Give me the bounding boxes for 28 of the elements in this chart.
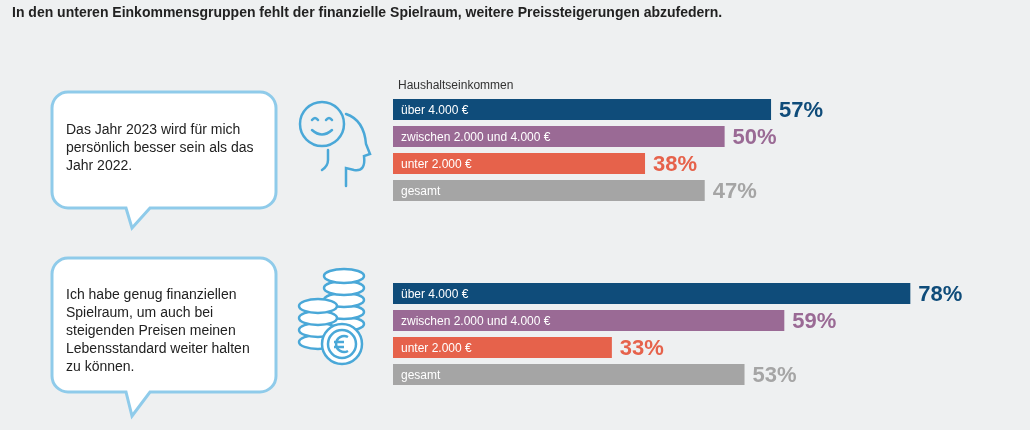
data-label: 57% bbox=[779, 97, 824, 122]
text: Das Jahr 2023 wird für mich persönlich besser sein als das Jahr 2022. bbox=[66, 120, 255, 174]
bar bbox=[393, 180, 705, 201]
data-label: 47% bbox=[712, 178, 757, 203]
y-tick-label: unter 2.000 € bbox=[401, 156, 473, 171]
bar bbox=[393, 310, 785, 331]
y-tick-label: über 4.000 € bbox=[401, 102, 469, 117]
data-label: 38% bbox=[653, 151, 698, 176]
bar bbox=[393, 126, 725, 147]
data-label: 33% bbox=[619, 335, 664, 360]
bar bbox=[393, 153, 646, 174]
chart-title: In den unteren Einkommensgruppen fehlt der finanzielle Spielraum, weitere Preissteigerungen abzufedern. bbox=[12, 4, 723, 20]
y-axis-title: Haushaltseinkommen bbox=[398, 78, 514, 92]
bar bbox=[393, 337, 612, 358]
y-tick-label: gesamt bbox=[401, 367, 442, 382]
data-label: 50% bbox=[732, 124, 777, 149]
text: Ich habe genug finanziellen Spielraum, um auch bei steigenden Preisen meinen Lebensstandard weiter halten zu können. bbox=[66, 285, 251, 375]
bar bbox=[393, 99, 772, 120]
data-label: 59% bbox=[792, 308, 837, 333]
bar bbox=[393, 283, 911, 304]
y-tick-label: zwischen 2.000 und 4.000 € bbox=[401, 313, 551, 328]
data-label: 53% bbox=[752, 362, 797, 387]
bar bbox=[393, 364, 745, 385]
y-tick-label: zwischen 2.000 und 4.000 € bbox=[401, 129, 551, 144]
data-label: 78% bbox=[918, 281, 963, 306]
y-tick-label: gesamt bbox=[401, 183, 442, 198]
y-tick-label: über 4.000 € bbox=[401, 286, 469, 301]
y-tick-label: unter 2.000 € bbox=[401, 340, 473, 355]
